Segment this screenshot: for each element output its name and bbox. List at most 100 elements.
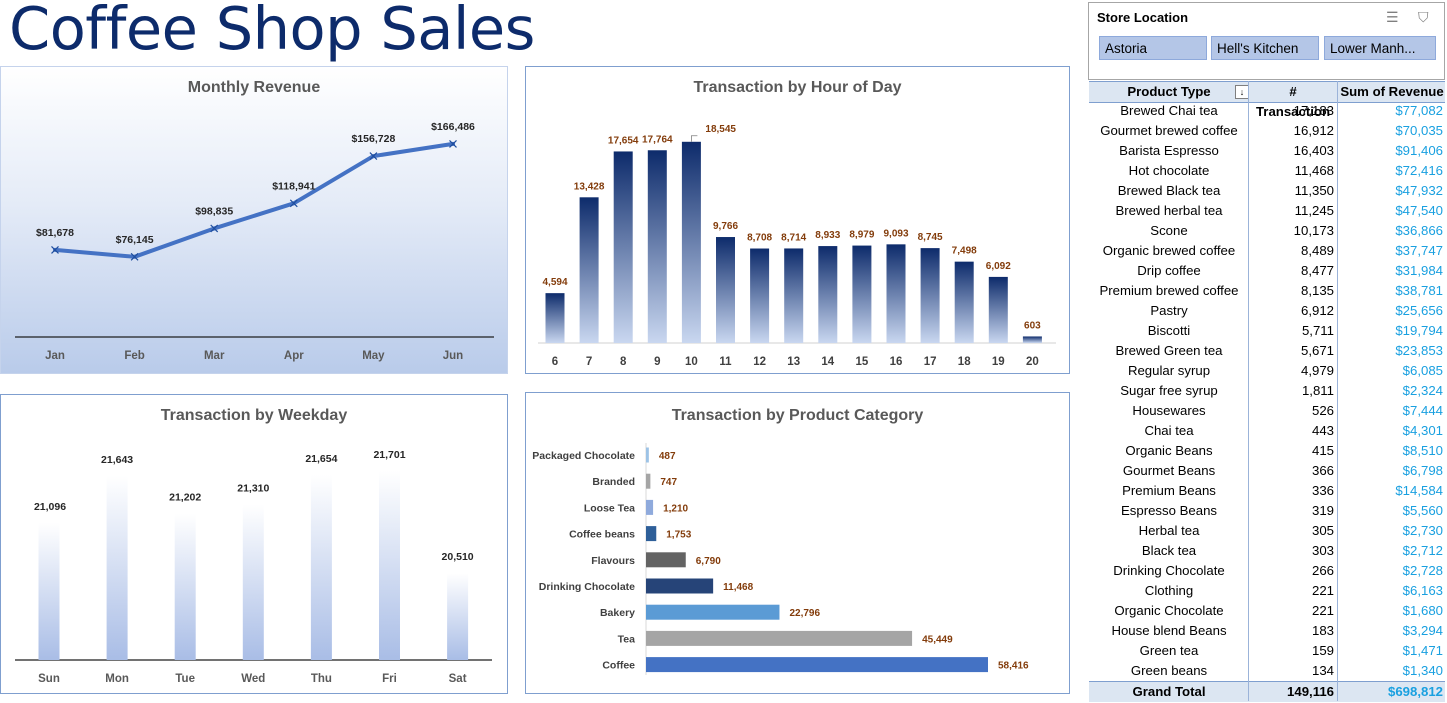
row-transactions: 443 (1311, 423, 1334, 438)
pivot-row[interactable]: Drip coffee 8,477 $31,984 (1089, 261, 1445, 281)
header-product-type[interactable]: Product Type (1127, 84, 1211, 99)
y-tick-label: Branded (592, 476, 635, 488)
hour-bar (681, 141, 701, 343)
y-tick-label: Packaged Chocolate (532, 450, 635, 462)
row-revenue: $2,728 (1402, 563, 1443, 578)
x-tick-label: 13 (787, 356, 800, 368)
hour-data-label: 4,594 (542, 277, 567, 288)
row-product-type: House blend Beans (1111, 623, 1227, 638)
hour-of-day-chart[interactable]: Transaction by Hour of Day 4,594 6 13,428 7… (525, 66, 1070, 374)
hour-bar (716, 237, 735, 343)
y-tick-label: Coffee (602, 660, 635, 672)
pivot-row[interactable]: Gourmet brewed coffee 16,912 $70,035 (1089, 121, 1445, 141)
row-revenue: $37,747 (1395, 243, 1443, 258)
row-revenue: $23,853 (1395, 343, 1443, 358)
row-product-type: Herbal tea (1138, 523, 1200, 538)
multi-select-icon[interactable]: ☰ (1386, 9, 1399, 25)
pivot-row[interactable]: Brewed Green tea 5,671 $23,853 (1089, 341, 1445, 361)
hour-data-label: 17,654 (608, 135, 639, 146)
x-tick-label: 10 (685, 356, 698, 368)
x-tick-label: Sat (449, 673, 467, 685)
sort-filter-icon[interactable]: ↓ (1235, 85, 1249, 99)
row-product-type: Drip coffee (1137, 263, 1201, 278)
weekday-data-label: 21,643 (101, 454, 133, 466)
pivot-row[interactable]: Sugar free syrup 1,811 $2,324 (1089, 381, 1445, 401)
weekday-data-label: 21,202 (169, 492, 201, 504)
line-data-label: $156,728 (352, 133, 396, 145)
row-transactions: 17,183 (1293, 103, 1334, 118)
category-data-label: 6,790 (696, 556, 721, 567)
y-tick-label: Tea (618, 633, 635, 645)
row-product-type: Regular syrup (1127, 363, 1211, 378)
weekday-bar (447, 573, 469, 660)
hour-bar (784, 248, 804, 343)
row-revenue: $19,794 (1395, 323, 1443, 338)
total-revenue: $698,812 (1387, 684, 1443, 699)
pivot-row[interactable]: Premium brewed coffee 8,135 $38,781 (1089, 281, 1445, 301)
pivot-row[interactable]: Organic brewed coffee 8,489 $37,747 (1089, 241, 1445, 261)
row-revenue: $36,866 (1395, 223, 1443, 238)
line-marker (369, 152, 378, 161)
pivot-row[interactable]: Green beans 134 $1,340 (1089, 661, 1445, 681)
row-product-type: Scone (1150, 223, 1188, 238)
row-transactions: 221 (1311, 583, 1334, 598)
x-tick-label: Fri (382, 673, 397, 685)
pivot-row[interactable]: Biscotti 5,711 $19,794 (1089, 321, 1445, 341)
pivot-row[interactable]: Brewed Chai tea 17,183 $77,082 (1089, 101, 1445, 121)
row-product-type: Green beans (1130, 663, 1208, 678)
pivot-row[interactable]: Organic Beans 415 $8,510 (1089, 441, 1445, 461)
y-tick-label: Flavours (591, 555, 635, 567)
y-tick-label: Coffee beans (569, 529, 635, 541)
header-revenue: Sum of Revenue (1340, 84, 1444, 99)
pivot-row[interactable]: House blend Beans 183 $3,294 (1089, 621, 1445, 641)
slicer-button-lower-manhattan[interactable]: Lower Manh... (1324, 36, 1436, 60)
pivot-row[interactable]: Brewed Black tea 11,350 $47,932 (1089, 181, 1445, 201)
pivot-row[interactable]: Premium Beans 336 $14,584 (1089, 481, 1445, 501)
row-product-type: Gourmet brewed coffee (1100, 123, 1238, 138)
x-tick-label: Jun (443, 350, 463, 362)
x-tick-label: 18 (958, 356, 971, 368)
row-transactions: 183 (1311, 623, 1334, 638)
pivot-row[interactable]: Hot chocolate 11,468 $72,416 (1089, 161, 1445, 181)
x-tick-label: 9 (654, 356, 660, 368)
row-transactions: 4,979 (1300, 363, 1334, 378)
hour-data-label: 8,708 (747, 233, 772, 244)
pivot-row[interactable]: Chai tea 443 $4,301 (1089, 421, 1445, 441)
row-product-type: Hot chocolate (1128, 163, 1210, 178)
pivot-row[interactable]: Clothing 221 $6,163 (1089, 581, 1445, 601)
pivot-row[interactable]: Barista Espresso 16,403 $91,406 (1089, 141, 1445, 161)
x-tick-label: 11 (719, 356, 732, 368)
hour-bar (920, 248, 940, 343)
pivot-row[interactable]: Gourmet Beans 366 $6,798 (1089, 461, 1445, 481)
row-transactions: 319 (1311, 503, 1334, 518)
line-marker (210, 224, 219, 233)
row-transactions: 366 (1311, 463, 1334, 478)
row-revenue: $2,730 (1402, 523, 1443, 538)
hour-data-label: 18,545 (705, 124, 736, 135)
x-tick-label: 15 (856, 356, 869, 368)
x-tick-label: 14 (821, 356, 834, 368)
pivot-row[interactable]: Espresso Beans 319 $5,560 (1089, 501, 1445, 521)
monthly-revenue-chart[interactable]: Monthly Revenue $81,678 Jan $76,145 Feb $98,… (0, 66, 508, 374)
slicer-button-astoria[interactable]: Astoria (1099, 36, 1207, 60)
pivot-row[interactable]: Scone 10,173 $36,866 (1089, 221, 1445, 241)
pivot-row[interactable]: Housewares 526 $7,444 (1089, 401, 1445, 421)
row-transactions: 6,912 (1300, 303, 1334, 318)
row-revenue: $1,680 (1402, 603, 1443, 618)
pivot-row[interactable]: Black tea 303 $2,712 (1089, 541, 1445, 561)
x-tick-label: 12 (753, 356, 766, 368)
clear-filter-icon[interactable]: ⛉ (1418, 9, 1429, 25)
weekday-chart[interactable]: Transaction by Weekday 21,096 Sun 21,643 Mo… (0, 394, 508, 694)
row-transactions: 1,811 (1301, 383, 1334, 398)
row-revenue: $2,324 (1402, 383, 1443, 398)
pivot-row[interactable]: Organic Chocolate 221 $1,680 (1089, 601, 1445, 621)
pivot-row[interactable]: Herbal tea 305 $2,730 (1089, 521, 1445, 541)
pivot-row[interactable]: Green tea 159 $1,471 (1089, 641, 1445, 661)
product-category-chart[interactable]: Transaction by Product Category 487 Packa… (525, 392, 1070, 694)
category-data-label: 1,210 (663, 503, 688, 514)
pivot-row[interactable]: Brewed herbal tea 11,245 $47,540 (1089, 201, 1445, 221)
pivot-row[interactable]: Pastry 6,912 $25,656 (1089, 301, 1445, 321)
slicer-button-hells-kitchen[interactable]: Hell's Kitchen (1211, 36, 1319, 60)
pivot-row[interactable]: Regular syrup 4,979 $6,085 (1089, 361, 1445, 381)
pivot-row[interactable]: Drinking Chocolate 266 $2,728 (1089, 561, 1445, 581)
